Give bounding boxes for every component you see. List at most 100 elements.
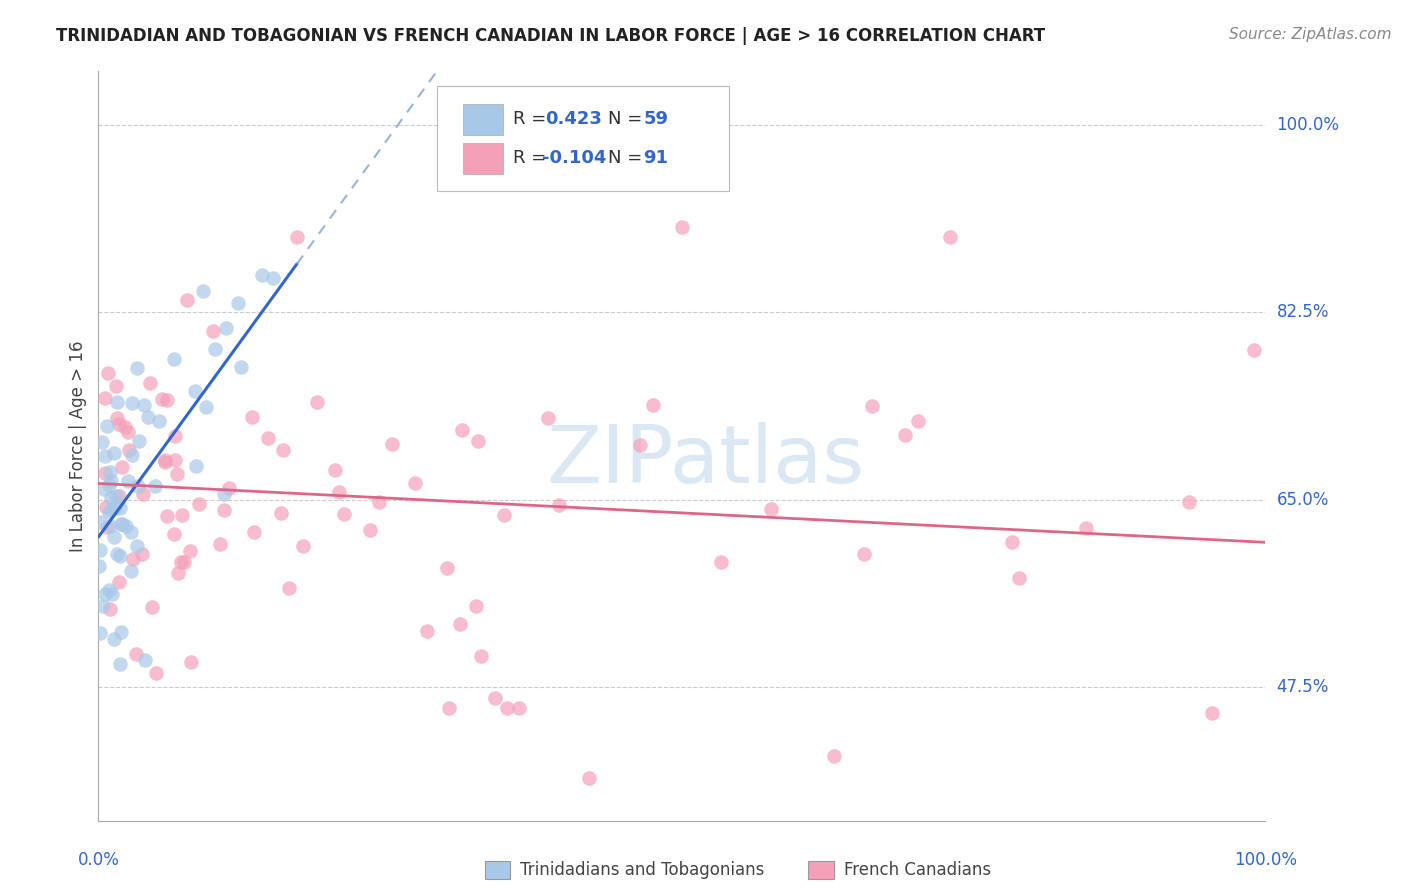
Point — [1008, 571, 1031, 585]
Point — [381, 437, 404, 451]
Point — [179, 544, 201, 558]
Point — [132, 487, 155, 501]
Point — [104, 500, 127, 515]
Point — [100, 491, 122, 506]
Point — [166, 467, 188, 481]
Point — [97, 366, 120, 380]
Point — [131, 547, 153, 561]
FancyBboxPatch shape — [437, 87, 728, 191]
Point — [215, 320, 238, 334]
Point — [97, 505, 120, 519]
Point — [170, 508, 193, 522]
Point — [152, 392, 174, 407]
Point — [163, 453, 186, 467]
Point — [628, 438, 651, 452]
Point — [209, 536, 232, 550]
Point — [94, 466, 117, 480]
Point — [437, 701, 460, 715]
Point — [328, 485, 350, 500]
Point — [1201, 706, 1223, 720]
FancyBboxPatch shape — [463, 103, 503, 135]
Point — [451, 423, 474, 437]
Point — [176, 293, 198, 307]
Point — [256, 431, 278, 445]
Point — [134, 653, 156, 667]
Point — [710, 555, 733, 569]
Point — [894, 428, 917, 442]
Point — [96, 500, 118, 515]
Text: 0.0%: 0.0% — [77, 851, 120, 869]
Point — [110, 516, 132, 531]
Point — [170, 555, 193, 569]
Point — [145, 666, 167, 681]
Text: 100.0%: 100.0% — [1277, 116, 1340, 134]
Point — [110, 625, 132, 640]
Point — [100, 503, 122, 517]
Point — [139, 376, 162, 390]
Point — [508, 701, 530, 715]
Point — [671, 219, 693, 234]
Point — [323, 462, 346, 476]
Text: 82.5%: 82.5% — [1277, 303, 1329, 321]
Point — [167, 566, 190, 580]
Point — [212, 487, 235, 501]
Text: French Canadians: French Canadians — [844, 861, 991, 879]
Point — [120, 524, 142, 539]
Point — [184, 384, 207, 398]
Point — [262, 271, 284, 285]
Point — [228, 296, 250, 310]
Point — [496, 701, 519, 715]
Point — [761, 501, 783, 516]
Point — [163, 429, 186, 443]
Point — [404, 476, 426, 491]
Point — [194, 400, 217, 414]
Point — [103, 632, 125, 646]
Y-axis label: In Labor Force | Age > 16: In Labor Force | Age > 16 — [69, 340, 87, 552]
Point — [117, 474, 139, 488]
Point — [108, 490, 131, 504]
Text: -0.104: -0.104 — [541, 149, 606, 168]
Text: 59: 59 — [644, 111, 668, 128]
Point — [115, 519, 138, 533]
Point — [96, 520, 118, 534]
Text: N =: N = — [609, 111, 648, 128]
Point — [201, 324, 224, 338]
Point — [89, 542, 111, 557]
Point — [125, 539, 148, 553]
Text: 100.0%: 100.0% — [1234, 851, 1296, 869]
Point — [105, 548, 128, 562]
Point — [108, 501, 131, 516]
Point — [823, 749, 845, 764]
Point — [94, 586, 117, 600]
Point — [132, 398, 155, 412]
Point — [467, 434, 489, 448]
Point — [94, 392, 117, 406]
Point — [218, 481, 240, 495]
Point — [93, 449, 115, 463]
Point — [470, 648, 492, 663]
Text: Source: ZipAtlas.com: Source: ZipAtlas.com — [1229, 27, 1392, 42]
Point — [204, 343, 226, 357]
Point — [860, 400, 883, 414]
Point — [138, 409, 160, 424]
Point — [184, 459, 207, 474]
Point — [1001, 534, 1024, 549]
Text: ZIPatlas: ZIPatlas — [546, 422, 865, 500]
Point — [108, 549, 131, 563]
Point — [101, 587, 124, 601]
Point — [243, 524, 266, 539]
Point — [98, 582, 121, 597]
Point — [127, 479, 149, 493]
Point — [212, 503, 235, 517]
Point — [107, 417, 129, 431]
Point — [180, 655, 202, 669]
Text: R =: R = — [513, 111, 551, 128]
Point — [1243, 343, 1265, 357]
Point — [188, 497, 211, 511]
Point — [494, 508, 516, 523]
Point — [278, 581, 301, 595]
Point — [103, 530, 125, 544]
Point — [270, 506, 292, 520]
Point — [1074, 521, 1097, 535]
Point — [162, 351, 184, 366]
